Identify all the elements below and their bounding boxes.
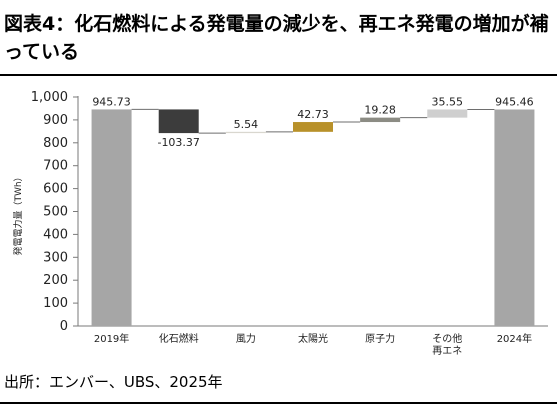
- bar-3: [225, 131, 266, 134]
- data-label-2: -103.37: [157, 136, 199, 149]
- data-label-4: 42.73: [297, 108, 329, 121]
- bar-1: [91, 109, 132, 327]
- y-tick-label: 700: [43, 159, 68, 174]
- y-tick-label: 200: [43, 273, 68, 288]
- y-tick-label: 0: [60, 319, 68, 334]
- data-label-5: 19.28: [364, 104, 396, 117]
- figure-title: 図表4：化石燃料による発電量の減少を、再エネ発電の増加が補っている: [4, 13, 549, 63]
- y-tick-label: 400: [43, 227, 68, 242]
- data-label-1: 945.73: [92, 95, 131, 108]
- y-tick-label: 900: [43, 113, 68, 128]
- bar-7: [494, 109, 535, 327]
- category-label-3: 風力: [236, 332, 256, 345]
- category-label-6: その他再エネ: [432, 332, 462, 357]
- y-tick-label: 600: [43, 182, 68, 197]
- data-label-3: 5.54: [234, 118, 259, 131]
- y-axis-label: 発電電力量（TWh）: [12, 172, 24, 255]
- y-tick-label: 300: [43, 250, 68, 265]
- category-label-1: 2019年: [94, 332, 129, 345]
- y-tick-label: 1,000: [31, 90, 68, 105]
- source-note: 出所：エンバー、UBS、2025年: [4, 373, 223, 391]
- y-tick-label: 500: [43, 205, 68, 220]
- bar-6: [427, 109, 468, 118]
- data-label-6: 35.55: [432, 95, 464, 108]
- category-label-4: 太陽光: [298, 332, 328, 345]
- bar-5: [360, 117, 401, 123]
- top-rule: [0, 74, 557, 76]
- y-tick-label: 100: [43, 296, 68, 311]
- data-label-7: 945.46: [495, 95, 534, 108]
- category-label-5: 原子力: [365, 332, 395, 345]
- y-tick-label: 800: [43, 136, 68, 151]
- bar-2: [158, 109, 199, 134]
- category-label-7: 2024年: [497, 332, 532, 345]
- bottom-rule: [0, 402, 557, 404]
- category-label-2: 化石燃料: [159, 332, 199, 345]
- bar-4: [293, 122, 333, 132]
